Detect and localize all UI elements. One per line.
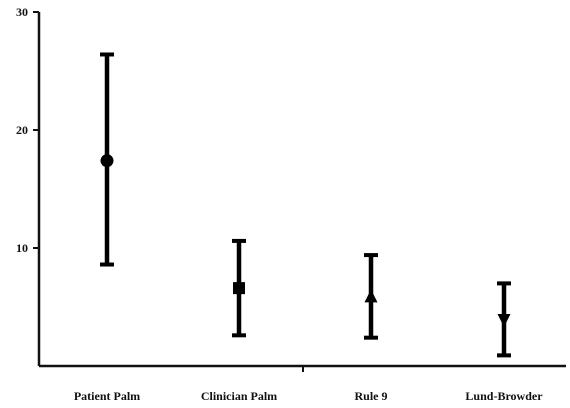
x-axis-category-labels: Patient Palm Clinician Palm Rule 9 Lund-… — [74, 389, 543, 403]
x-category-label-rule-9: Rule 9 — [355, 389, 388, 403]
y-tick-label: 30 — [16, 5, 28, 19]
square-icon — [233, 282, 245, 295]
error-bar-lund-browder — [497, 281, 511, 358]
y-tick-label: 10 — [16, 241, 28, 255]
x-category-label-patient-palm: Patient Palm — [74, 389, 140, 403]
circle-icon — [100, 154, 114, 168]
y-tick-label: 20 — [16, 123, 28, 137]
error-bar-patient-palm — [100, 52, 114, 267]
x-category-label-clinician-palm: Clinician Palm — [201, 389, 277, 403]
error-bar-rule-9 — [364, 253, 378, 340]
y-axis-ticks: 30 20 10 — [16, 5, 39, 255]
x-category-label-lund-browder: Lund-Browder — [465, 389, 543, 403]
error-bar-marks — [100, 52, 511, 358]
error-bar-clinician-palm — [232, 238, 246, 338]
plot-area: 30 20 10 Patient Palm Clinician Palm Rul… — [16, 5, 566, 403]
triangle-down-icon — [497, 313, 511, 327]
triangle-up-icon — [364, 289, 378, 303]
